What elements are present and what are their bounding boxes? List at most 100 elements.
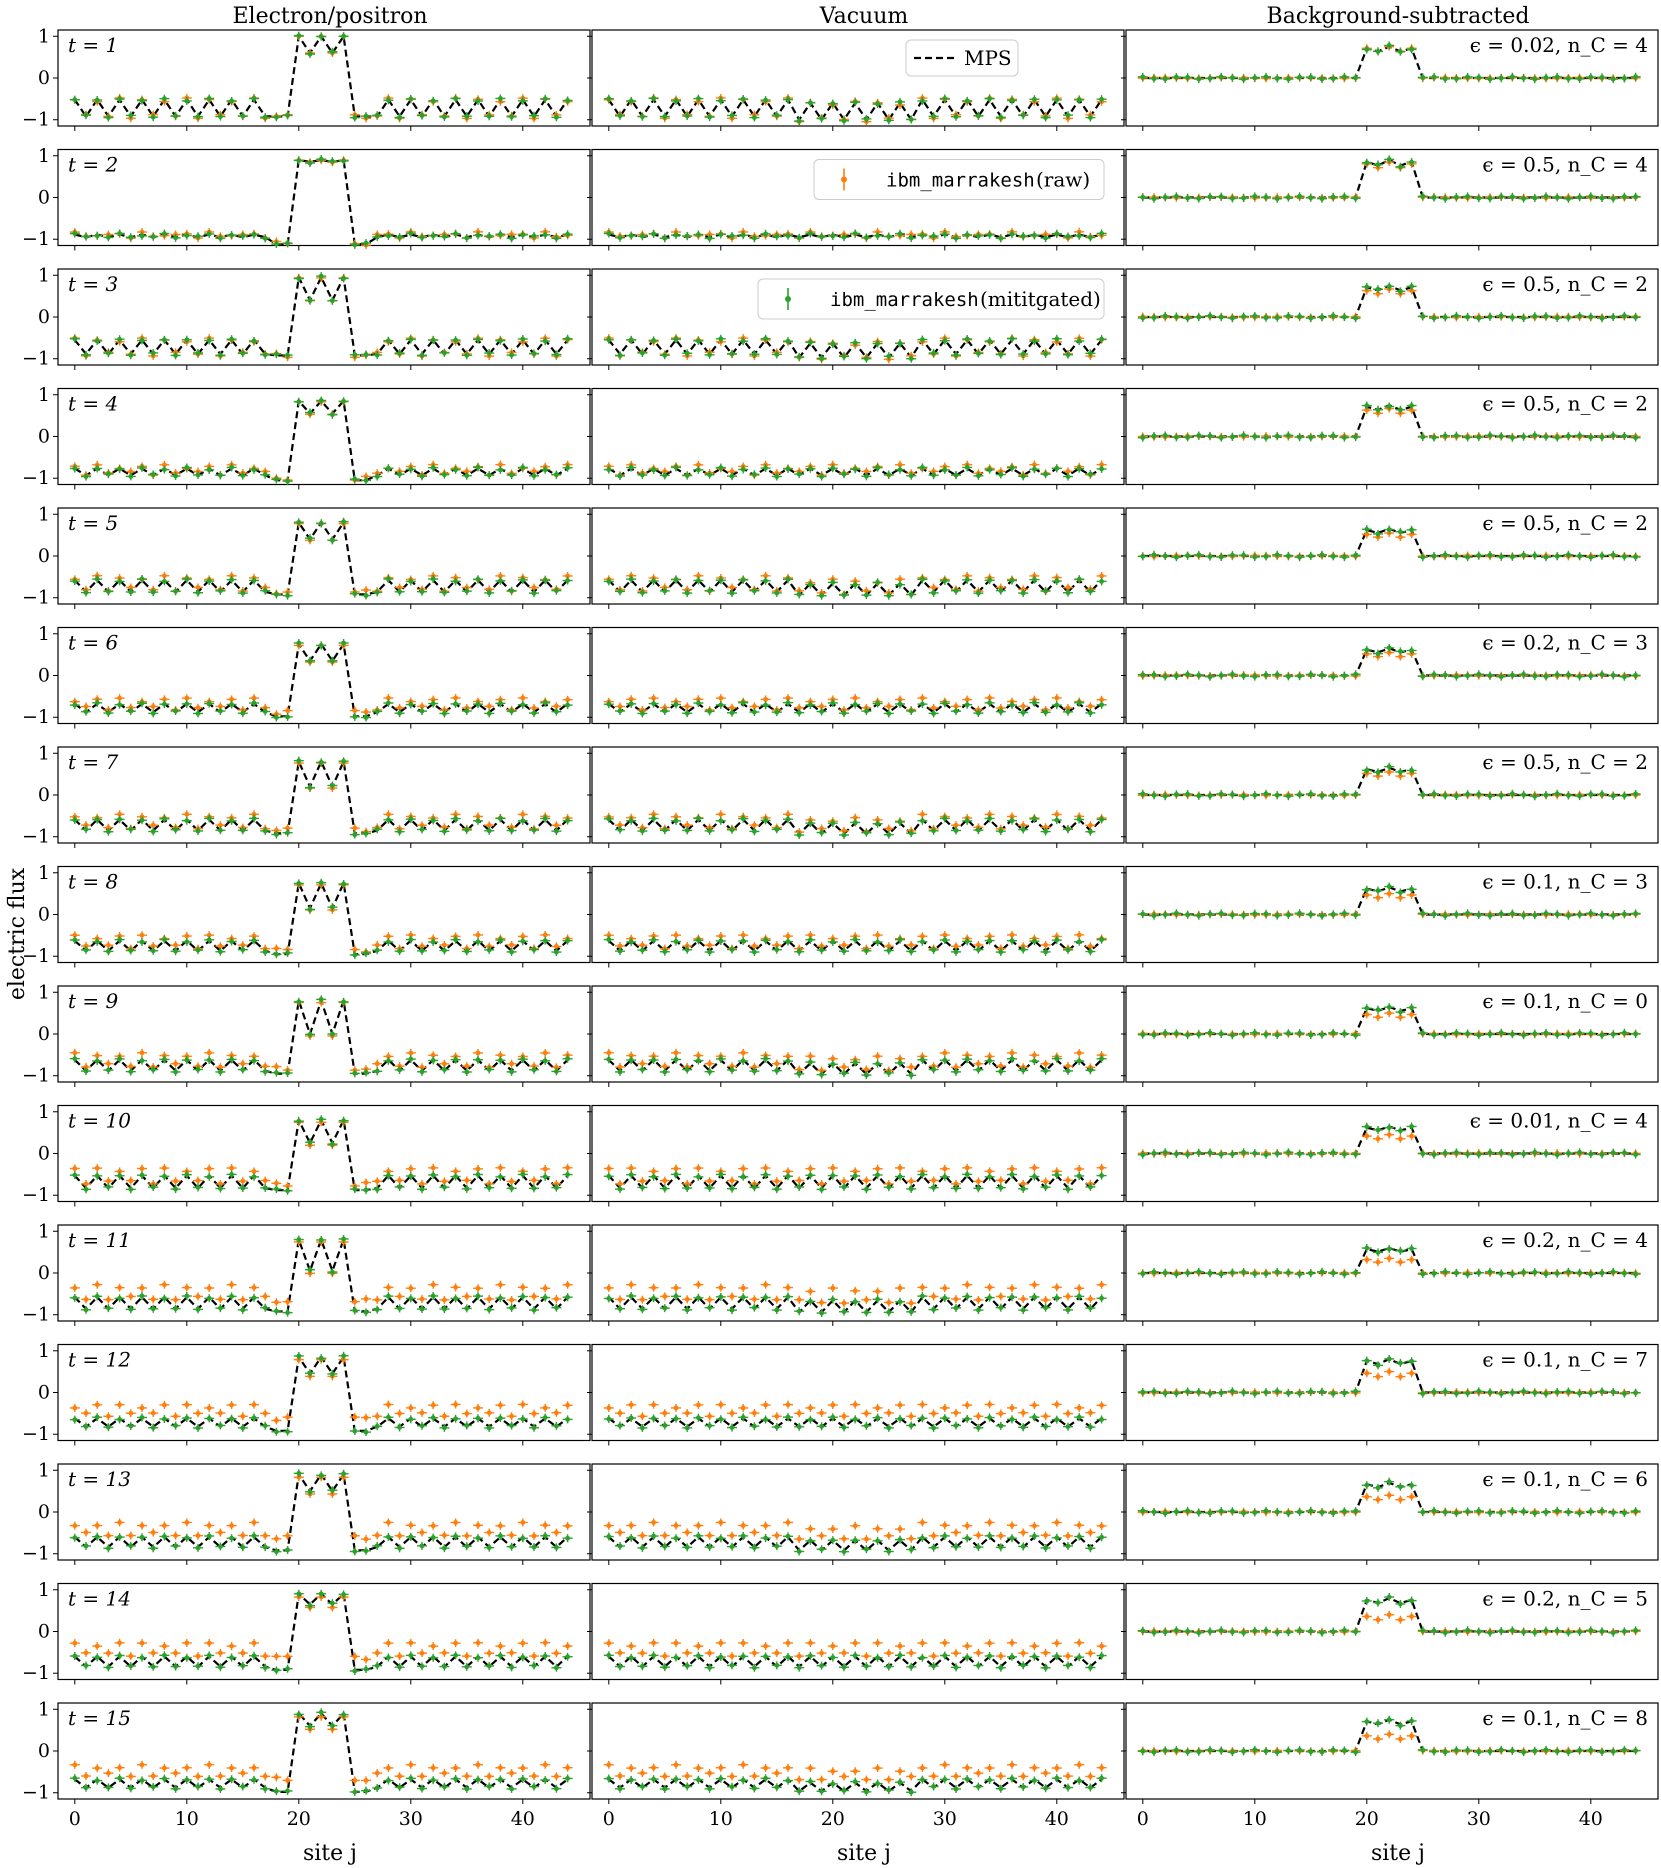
mitigated-point (94, 700, 100, 706)
mitigated-point (251, 578, 257, 583)
mitigated-point (1043, 709, 1048, 715)
mitigated-point (897, 701, 903, 707)
mitigated-point (1218, 314, 1224, 320)
mitigated-point (875, 701, 880, 706)
mitigated-point (397, 471, 402, 477)
legend-raw-label: ibm_marrakesh (886, 170, 1035, 192)
mitigated-point (987, 338, 992, 344)
mitigated-point (640, 233, 645, 239)
raw-point (1386, 650, 1392, 655)
raw-point (195, 585, 201, 590)
mitigated-point (341, 276, 346, 281)
mitigated-point (1054, 465, 1060, 471)
mitigated-point (1554, 553, 1560, 559)
mitigated-point (475, 232, 481, 238)
mitigated-point (554, 114, 559, 120)
mps-series-line (608, 702, 1103, 714)
mitigated-point (94, 97, 100, 103)
mitigated-point (1465, 435, 1470, 440)
mitigated-point (1465, 314, 1470, 320)
mitigated-point (662, 114, 668, 119)
epsilon-nc-label: ϵ = 0.5, n_C = 2 (1482, 511, 1648, 535)
mitigated-point (419, 113, 425, 118)
mitigated-point (1196, 433, 1202, 438)
mitigated-point (998, 588, 1004, 594)
mitigated-point (729, 710, 735, 716)
time-label: t = 3 (68, 272, 118, 296)
mitigated-point (1599, 315, 1605, 321)
mitigated-point (1207, 554, 1213, 559)
mitigated-point (953, 588, 959, 594)
mitigated-point (1286, 553, 1291, 559)
mitigated-point (774, 709, 780, 715)
mitigated-point (229, 577, 235, 583)
raw-point (565, 697, 570, 703)
mitigated-point (628, 576, 634, 582)
mitigated-point (240, 113, 246, 119)
raw-point (184, 695, 190, 701)
raw-point (117, 695, 122, 701)
mitigated-point (195, 590, 201, 596)
mitigated-point (942, 96, 948, 101)
raw-point (987, 695, 992, 701)
raw-point (864, 469, 869, 474)
mitigated-point (740, 232, 746, 238)
mitigated-point (430, 233, 436, 239)
mitigated-point (1286, 432, 1291, 438)
panel-grid: 1 0 −1 t = 1 MPS ϵ = 0.02, n_C = 4 1 0 −1 t = 2 ib… (22, 25, 1659, 1830)
raw-point (897, 576, 903, 582)
mitigated-point (1588, 74, 1594, 80)
mitigated-point (1185, 434, 1190, 440)
mitigated-point (486, 233, 492, 239)
y-tick-label: 0 (38, 426, 50, 448)
mitigated-point (808, 339, 813, 345)
mitigated-point (1009, 465, 1015, 471)
mitigated-point (1622, 433, 1627, 439)
panel-r4-c3: ϵ = 0.5, n_C = 2 (1121, 387, 1659, 490)
mitigated-point (430, 465, 436, 471)
mitigated-point (318, 156, 324, 162)
mitigated-point (1554, 435, 1560, 441)
panel-r2-c3: ϵ = 0.5, n_C = 4 (1121, 148, 1659, 251)
mitigated-point (976, 473, 981, 479)
mitigated-point (1498, 433, 1504, 439)
mitigated-point (374, 589, 380, 595)
mitigated-point (1009, 702, 1015, 708)
mitigated-point (785, 233, 791, 239)
mitigated-point (1577, 76, 1582, 82)
mitigated-point (1151, 433, 1157, 439)
raw-point (397, 585, 402, 590)
mitigated-point (1032, 700, 1037, 706)
mitigated-point (1431, 435, 1437, 440)
mitigated-point (1065, 352, 1071, 358)
mps-series-line (74, 641, 569, 718)
mitigated-point (117, 96, 122, 102)
mitigated-point (819, 709, 824, 714)
raw-point (251, 695, 257, 701)
mitigated-point (763, 97, 768, 103)
mitigated-point (1009, 336, 1015, 342)
mitigated-point (94, 576, 100, 582)
mitigated-point (442, 234, 447, 239)
raw-point (763, 573, 768, 579)
mitigated-point (486, 590, 492, 596)
mitigated-point (408, 466, 414, 472)
mitigated-point (808, 702, 813, 708)
mitigated-point (998, 114, 1004, 120)
mitigated-point (397, 710, 402, 716)
mitigated-point (150, 350, 156, 356)
mitigated-point (1020, 112, 1026, 118)
mitigated-point (1297, 193, 1302, 199)
mitigated-point (1043, 471, 1048, 477)
mitigated-point (617, 708, 623, 714)
mitigated-point (908, 235, 914, 241)
mitigated-point (1442, 196, 1448, 202)
mitigated-point (819, 474, 824, 479)
mitigated-point (1151, 672, 1157, 678)
mitigated-point (1510, 435, 1515, 441)
mitigated-point (1088, 350, 1093, 356)
mitigated-point (908, 592, 914, 597)
mitigated-point (841, 471, 847, 477)
mitigated-point (1319, 433, 1325, 439)
mitigated-point (72, 578, 78, 584)
